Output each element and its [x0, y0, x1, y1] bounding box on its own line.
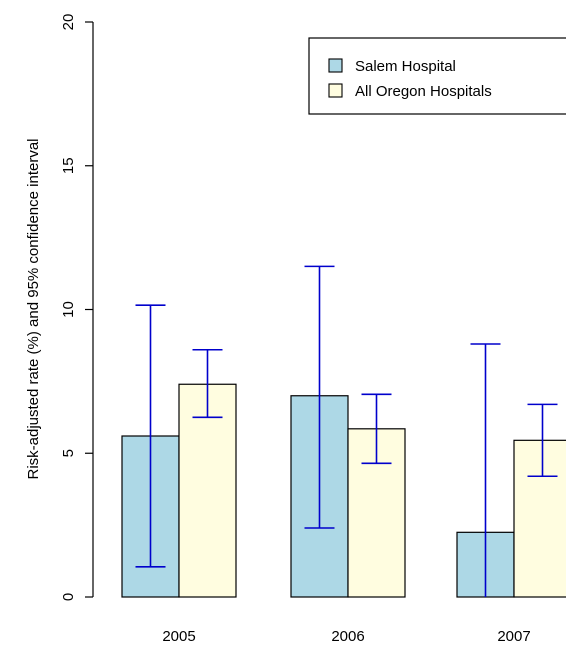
y-tick-label-10: 10	[60, 301, 77, 318]
x-category-label-2005: 2005	[162, 628, 195, 645]
bars	[121, 383, 566, 598]
legend-box	[308, 37, 566, 115]
x-category-label-2007: 2007	[497, 628, 530, 645]
legend-label-salem: Salem Hospital	[355, 58, 456, 75]
y-tick-label-15: 15	[60, 157, 77, 174]
legend-swatch-all-oregon	[328, 83, 343, 98]
legend-label-all-oregon: All Oregon Hospitals	[355, 83, 492, 100]
y-ticks: 0 5 10 15 20	[60, 14, 93, 601]
category-labels: 2005 2006 2007	[162, 628, 530, 645]
y-axis-label: Risk-adjusted rate (%) and 95% confidenc…	[25, 138, 42, 479]
y-tick-label-20: 20	[60, 14, 77, 31]
legend: Salem Hospital All Oregon Hospitals	[308, 37, 566, 115]
error-bars	[135, 265, 558, 597]
bar-all-oregon-2005	[178, 383, 237, 598]
x-category-label-2006: 2006	[331, 628, 364, 645]
legend-swatch-salem	[328, 58, 343, 73]
y-tick-label-0: 0	[60, 593, 77, 601]
y-tick-label-5: 5	[60, 449, 77, 457]
bar-all-oregon-2007	[513, 439, 566, 598]
